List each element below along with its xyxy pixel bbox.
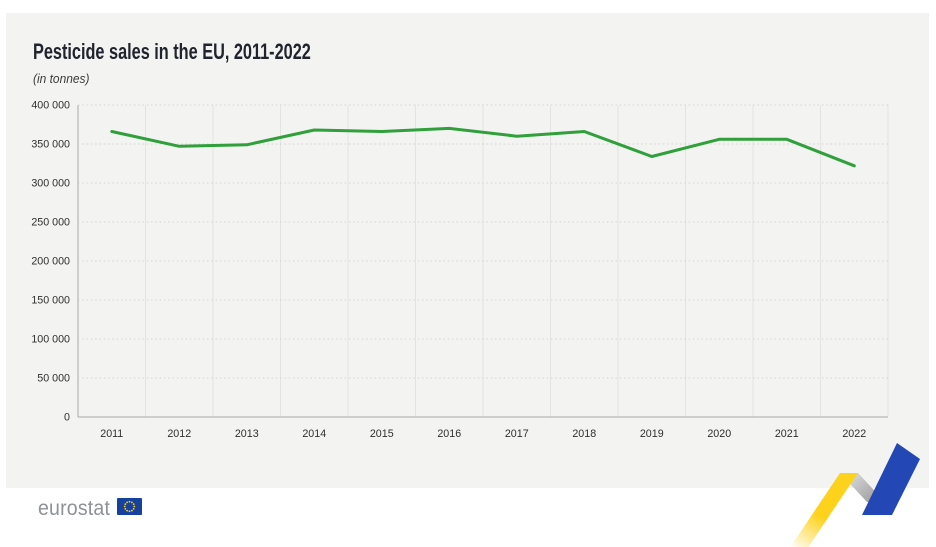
eurostat-logo: eurostat — [38, 496, 143, 522]
eurostat-logo-text: eurostat — [38, 497, 111, 520]
eu-flag-star — [133, 508, 136, 510]
eu-flag-star — [124, 508, 127, 510]
chart-title: Pesticide sales in the EU, 2011-2022 — [33, 39, 311, 64]
eu-flag-star — [124, 503, 127, 505]
eu-flag-star — [129, 510, 131, 513]
eu-flag-star — [133, 505, 136, 508]
eu-flag-icon — [117, 498, 143, 515]
eu-flag-star — [131, 501, 134, 504]
eu-flag-star — [124, 505, 127, 508]
eu-flag-star — [126, 509, 129, 512]
eu-flag-star — [126, 501, 129, 504]
chart-subtitle: (in tonnes) — [33, 71, 90, 86]
eu-flag-field — [117, 498, 143, 515]
eu-flag-star — [133, 503, 136, 505]
eu-flag-star — [129, 500, 131, 503]
eu-flag-icon-wrap — [117, 498, 143, 520]
eu-flag-star — [131, 509, 134, 512]
chart-card: Pesticide sales in the EU, 2011-2022 (in… — [6, 13, 929, 488]
